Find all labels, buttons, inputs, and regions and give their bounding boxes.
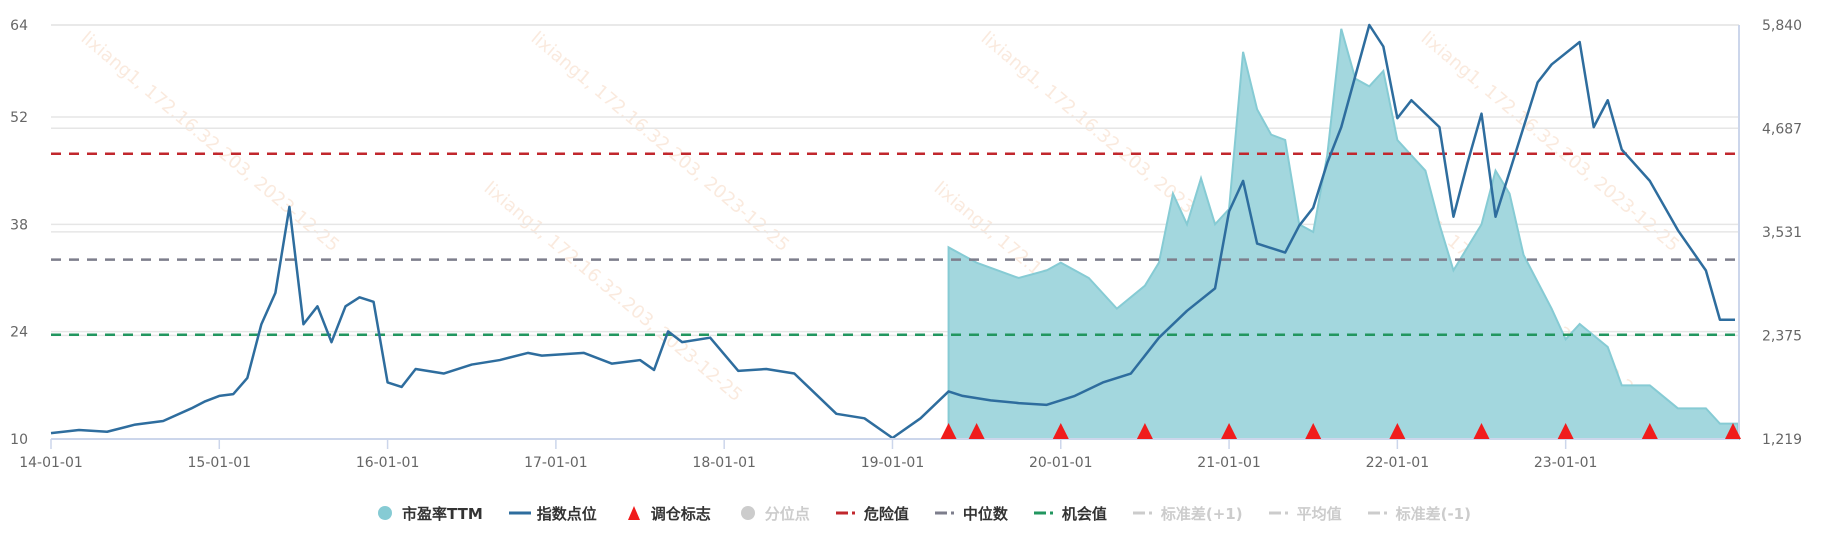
axes: 14-01-01 15-01-01 16-01-01 17-01-01 18-01-01…	[10, 18, 1802, 471]
rebalance-marker	[1725, 423, 1741, 439]
dashed-line-icon	[1132, 506, 1155, 520]
watermark-text: lixiang1, 172.16.32.203, 2023-12-25	[1417, 28, 1683, 256]
circle-icon	[374, 506, 396, 520]
x-tick-label: 15-01-01	[188, 455, 252, 471]
watermark-text: lixiang1, 172.16.32.203, 2023-12-25	[480, 178, 746, 406]
rebalance-marker	[968, 423, 985, 439]
dashed-line-icon	[835, 506, 858, 520]
legend-item[interactable]: 危险值	[835, 503, 909, 524]
legend-item[interactable]: 分位点	[737, 503, 810, 524]
dashed-line-icon	[1367, 506, 1390, 520]
y-right-tick-label: 4,687	[1762, 121, 1802, 137]
x-tick-label: 22-01-01	[1366, 455, 1430, 471]
legend-label: 平均值	[1296, 504, 1342, 523]
legend-label: 中位数	[962, 504, 1008, 523]
watermark-text: lixiang1, 172.16.32.203, 2023-12-25	[77, 28, 343, 256]
legend-label: 机会值	[1061, 504, 1107, 523]
legend-label: 危险值	[863, 504, 909, 523]
x-tick-label: 19-01-01	[861, 455, 925, 471]
rebalance-marker	[940, 423, 957, 439]
y-left-tick-label: 52	[10, 110, 28, 126]
triangle-icon	[623, 506, 645, 520]
y-right-tick-label: 2,375	[1762, 328, 1802, 344]
x-tick-label: 21-01-01	[1197, 455, 1261, 471]
rebalance-marker	[1557, 423, 1574, 439]
rebalance-marker	[1052, 423, 1069, 439]
x-tick-label: 16-01-01	[356, 455, 420, 471]
x-tick-label: 20-01-01	[1029, 455, 1093, 471]
index-line	[50, 23, 1735, 440]
y-left-tick-label: 24	[10, 325, 28, 341]
y-right-tick-label: 5,840	[1762, 18, 1802, 34]
line-icon	[508, 506, 531, 520]
legend-label: 指数点位	[536, 504, 597, 523]
dashed-line-icon	[934, 506, 957, 520]
x-tick-label: 18-01-01	[692, 455, 756, 471]
legend-label: 分位点	[764, 504, 810, 523]
rebalance-marker	[1305, 423, 1322, 439]
legend-item[interactable]: 标准差(+1)	[1132, 503, 1243, 524]
rebalance-marker	[1389, 423, 1406, 439]
pe-ttm-area	[947, 28, 1741, 440]
circle-icon	[737, 506, 759, 520]
reference-lines	[51, 152, 1739, 336]
y-left-tick-label: 64	[10, 18, 28, 34]
legend-label: 调仓标志	[650, 504, 711, 523]
rebalance-marker	[1136, 423, 1153, 439]
rebalance-marker	[1641, 423, 1658, 439]
y-right-tick-label: 3,531	[1762, 225, 1802, 241]
legend-label: 标准差(+1)	[1160, 504, 1243, 523]
pe-area-layer	[947, 28, 1741, 440]
rebalance-markers	[940, 423, 1741, 439]
legend-item[interactable]: 机会值	[1033, 503, 1107, 524]
y-left-tick-label: 38	[10, 217, 28, 233]
x-tick-label: 17-01-01	[524, 455, 588, 471]
legend-label: 标准差(-1)	[1395, 504, 1471, 523]
legend-item[interactable]: 平均值	[1268, 503, 1342, 524]
y-left-tick-label: 10	[10, 432, 28, 448]
legend-label: 市盈率TTM	[402, 504, 483, 523]
legend-item[interactable]: 中位数	[934, 503, 1008, 524]
legend: 市盈率TTM 指数点位 调仓标志 分位点 危险值 中位数 机会值 标准差(+1) 平均值 标准差(…	[0, 500, 1845, 526]
y-right-tick-label: 1,219	[1762, 432, 1802, 448]
rebalance-marker	[1473, 423, 1490, 439]
legend-item[interactable]: 标准差(-1)	[1367, 503, 1471, 524]
x-tick-label: 14-01-01	[19, 455, 83, 471]
watermark-text: lixiang1, 172.16.32.203, 2023-12-25	[527, 28, 793, 256]
dashed-line-icon	[1033, 506, 1056, 520]
legend-item[interactable]: 市盈率TTM	[374, 503, 483, 524]
dashed-line-icon	[1268, 506, 1291, 520]
index-line-layer	[50, 23, 1735, 440]
legend-item[interactable]: 调仓标志	[623, 503, 711, 524]
x-tick-label: 23-01-01	[1534, 455, 1598, 471]
rebalance-marker	[1221, 423, 1238, 439]
legend-item[interactable]: 指数点位	[508, 503, 597, 524]
